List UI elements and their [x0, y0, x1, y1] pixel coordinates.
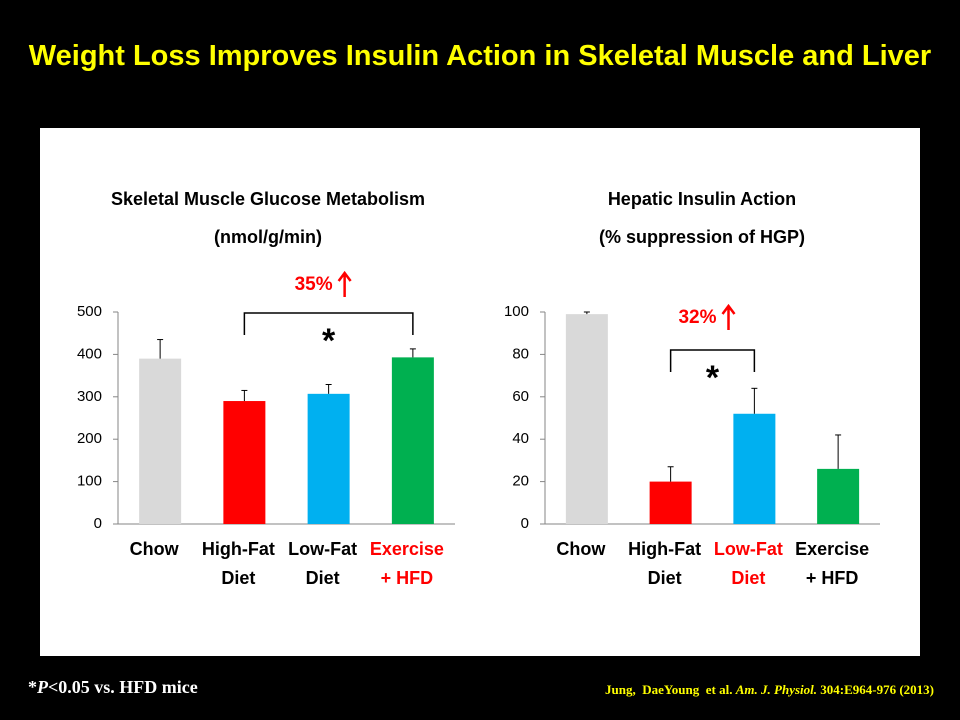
bar: [565, 314, 608, 524]
chart-subtitle: (% suppression of HGP): [599, 227, 805, 247]
x-tick-label: Exercise + HFD: [370, 539, 444, 588]
x-tick-line: Diet: [306, 568, 340, 588]
x-tick-line: Exercise: [795, 539, 869, 559]
y-tick-label: 500: [77, 303, 102, 320]
bar: [733, 413, 776, 524]
x-tick-label: Low-Fat Diet: [714, 539, 783, 588]
x-tick-label: High-Fat Diet: [628, 539, 701, 588]
bar: [817, 468, 860, 524]
x-tick-label: Exercise + HFD: [795, 539, 869, 588]
bar: [391, 357, 434, 524]
citation-text: 304:E964-976 (2013): [817, 682, 934, 697]
y-tick-label: 20: [512, 473, 529, 490]
x-tick-line: Low-Fat: [288, 539, 357, 559]
up-arrow: [337, 270, 352, 297]
chart-title: Hepatic Insulin Action: [608, 189, 796, 209]
citation-text: Jung, DaeYoung et al.: [604, 682, 736, 697]
significance-bracket: [669, 349, 756, 372]
slide-title: Weight Loss Improves Insulin Action in S…: [28, 40, 932, 72]
x-tick-line: Chow: [556, 539, 606, 559]
significance-bracket: [243, 312, 414, 335]
bar: [649, 481, 692, 524]
y-tick-label: 40: [512, 430, 529, 447]
citation-text: Am. J. Physiol.: [735, 682, 817, 697]
x-tick-line: Low-Fat: [714, 539, 783, 559]
x-tick-line: Chow: [130, 539, 180, 559]
percent-label: 35%: [295, 274, 333, 295]
x-tick-label: High-Fat Diet: [202, 539, 275, 588]
y-tick-label: 60: [512, 388, 529, 405]
x-tick-line: + HFD: [806, 568, 859, 588]
x-tick-label: Chow: [556, 539, 606, 559]
bar: [307, 393, 350, 524]
footnote: *P<0.05 vs. HFD mice: [28, 677, 198, 698]
citation: Jung, DaeYoung et al. Am. J. Physiol. 30…: [605, 682, 934, 698]
chart-subtitle: (nmol/g/min): [214, 227, 322, 247]
percent-label: 32%: [678, 307, 716, 328]
y-tick-label: 0: [521, 515, 529, 532]
x-tick-label: Low-Fat Diet: [288, 539, 357, 588]
bar: [139, 358, 182, 524]
y-tick-label: 0: [94, 515, 102, 532]
significance-marker: *: [706, 359, 720, 397]
panel: [40, 128, 920, 656]
significance-marker: *: [322, 322, 336, 360]
y-tick-label: 400: [77, 345, 102, 362]
x-tick-line: Diet: [221, 568, 255, 588]
y-tick-label: 200: [77, 430, 102, 447]
x-tick-label: Chow: [130, 539, 180, 559]
x-tick-line: Diet: [731, 568, 765, 588]
footnote-text: *: [28, 677, 37, 697]
y-tick-label: 100: [504, 303, 529, 320]
y-tick-label: 80: [512, 345, 529, 362]
up-arrow: [721, 303, 736, 330]
footnote-text: <0.05 vs. HFD mice: [48, 677, 198, 697]
footnote-text: P: [37, 677, 48, 697]
y-tick-label: 300: [77, 388, 102, 405]
x-tick-line: + HFD: [381, 568, 434, 588]
x-tick-line: High-Fat: [202, 539, 275, 559]
x-tick-line: Exercise: [370, 539, 444, 559]
y-tick-label: 100: [77, 473, 102, 490]
chart-title: Skeletal Muscle Glucose Metabolism: [111, 189, 425, 209]
x-tick-line: High-Fat: [628, 539, 701, 559]
bar: [223, 401, 266, 524]
x-tick-line: Diet: [648, 568, 682, 588]
